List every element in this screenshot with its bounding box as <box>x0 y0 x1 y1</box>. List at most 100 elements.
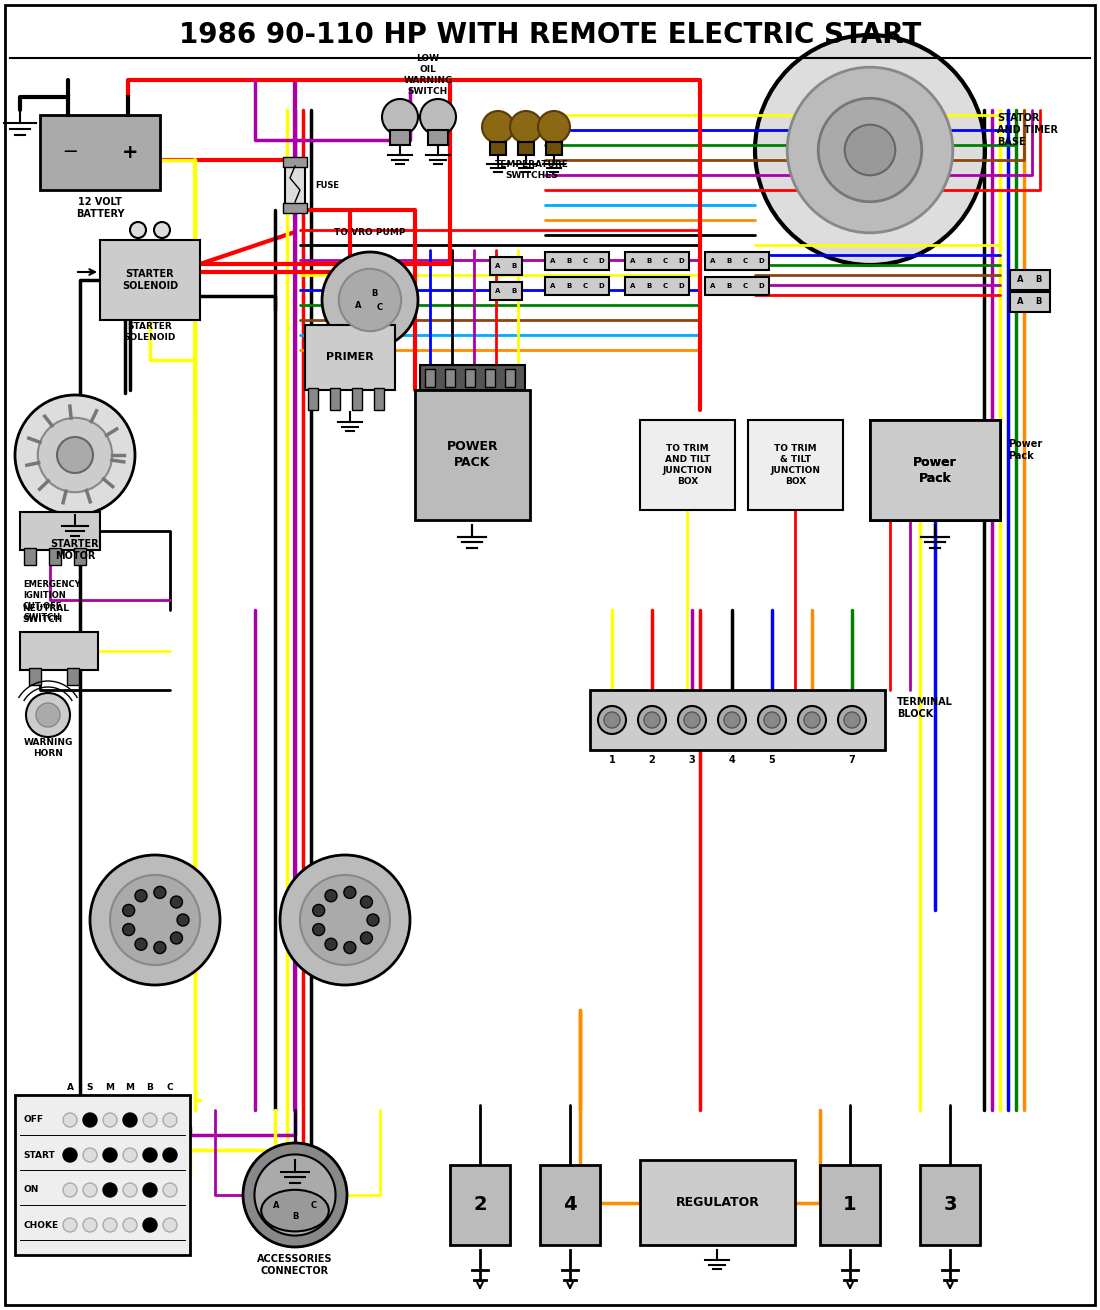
Circle shape <box>154 221 170 238</box>
Text: A: A <box>495 288 500 293</box>
Circle shape <box>324 938 337 950</box>
Text: A: A <box>273 1201 279 1210</box>
Circle shape <box>170 896 183 908</box>
Circle shape <box>312 904 324 917</box>
Text: C: C <box>311 1201 317 1210</box>
Text: ACCESSORIES
CONNECTOR: ACCESSORIES CONNECTOR <box>257 1254 332 1276</box>
Text: D: D <box>598 283 604 290</box>
Text: A: A <box>66 1082 74 1091</box>
Text: A: A <box>1016 275 1023 284</box>
Bar <box>485 369 495 386</box>
Text: ─: ─ <box>64 143 76 162</box>
Circle shape <box>482 111 514 143</box>
Text: 12 VOLT
BATTERY: 12 VOLT BATTERY <box>76 196 124 219</box>
Bar <box>544 276 609 295</box>
Circle shape <box>538 111 570 143</box>
Text: STARTER
MOTOR: STARTER MOTOR <box>51 538 99 561</box>
Bar <box>425 369 435 386</box>
Bar <box>748 421 843 510</box>
Text: Power
Pack: Power Pack <box>1008 439 1043 461</box>
Text: B: B <box>292 1212 298 1221</box>
Circle shape <box>154 942 166 954</box>
Circle shape <box>177 914 189 926</box>
Circle shape <box>344 942 356 954</box>
Bar <box>705 252 769 270</box>
Bar <box>420 365 525 390</box>
Bar <box>625 276 689 295</box>
Text: LOW
OIL
WARNING
SWITCH: LOW OIL WARNING SWITCH <box>404 54 453 96</box>
Circle shape <box>123 1148 138 1162</box>
Circle shape <box>82 1218 97 1231</box>
Bar <box>870 421 1000 520</box>
Circle shape <box>818 98 922 202</box>
Text: 7: 7 <box>848 755 856 765</box>
Circle shape <box>143 1114 157 1127</box>
Circle shape <box>103 1183 117 1197</box>
Text: POWER
PACK: POWER PACK <box>447 440 498 469</box>
Circle shape <box>36 703 60 727</box>
Circle shape <box>382 100 418 135</box>
Bar <box>308 388 318 410</box>
Circle shape <box>82 1114 97 1127</box>
Circle shape <box>163 1183 177 1197</box>
Text: D: D <box>678 258 684 265</box>
Bar <box>546 141 562 155</box>
Bar <box>446 369 455 386</box>
Bar <box>374 388 384 410</box>
Circle shape <box>361 931 373 945</box>
Circle shape <box>163 1114 177 1127</box>
Circle shape <box>280 855 410 985</box>
Bar <box>20 512 100 550</box>
Circle shape <box>510 111 542 143</box>
Circle shape <box>300 875 390 965</box>
Circle shape <box>123 1183 138 1197</box>
Text: D: D <box>758 258 763 265</box>
Text: C: C <box>582 283 587 290</box>
Bar <box>544 252 609 270</box>
Circle shape <box>604 713 620 728</box>
Circle shape <box>143 1148 157 1162</box>
Text: C: C <box>167 1082 174 1091</box>
Text: C: C <box>742 258 748 265</box>
Text: B: B <box>647 258 651 265</box>
Bar <box>920 1165 980 1244</box>
Circle shape <box>764 713 780 728</box>
Bar <box>283 157 307 166</box>
Text: M: M <box>125 1082 134 1091</box>
Circle shape <box>844 713 860 728</box>
Bar <box>29 668 41 685</box>
Text: A: A <box>630 258 636 265</box>
Text: STATOR
AND TIMER
BASE: STATOR AND TIMER BASE <box>997 113 1058 148</box>
Circle shape <box>163 1148 177 1162</box>
Bar <box>590 690 886 751</box>
Text: D: D <box>598 258 604 265</box>
Text: STARTER
SOLENOID: STARTER SOLENOID <box>124 322 176 342</box>
Text: B: B <box>726 258 732 265</box>
Circle shape <box>638 706 666 734</box>
Bar <box>74 548 86 565</box>
Text: B: B <box>1035 297 1042 307</box>
Circle shape <box>135 938 147 950</box>
Bar <box>305 325 395 390</box>
Text: START: START <box>23 1150 55 1159</box>
Circle shape <box>339 269 402 331</box>
Text: A: A <box>354 300 361 309</box>
Text: 4: 4 <box>728 755 736 765</box>
Circle shape <box>15 396 135 515</box>
Bar <box>352 388 362 410</box>
Bar <box>24 548 36 565</box>
Text: C: C <box>377 304 383 313</box>
Bar <box>1010 270 1050 290</box>
Circle shape <box>37 418 112 493</box>
Circle shape <box>254 1154 336 1235</box>
Text: WARNING
HORN: WARNING HORN <box>23 738 73 758</box>
Circle shape <box>755 35 984 265</box>
Text: 1: 1 <box>608 755 615 765</box>
Text: A: A <box>711 283 716 290</box>
Text: B: B <box>146 1082 153 1091</box>
Bar <box>870 421 1000 520</box>
Bar <box>465 369 475 386</box>
Bar <box>285 160 305 210</box>
Circle shape <box>103 1218 117 1231</box>
Circle shape <box>420 100 456 135</box>
